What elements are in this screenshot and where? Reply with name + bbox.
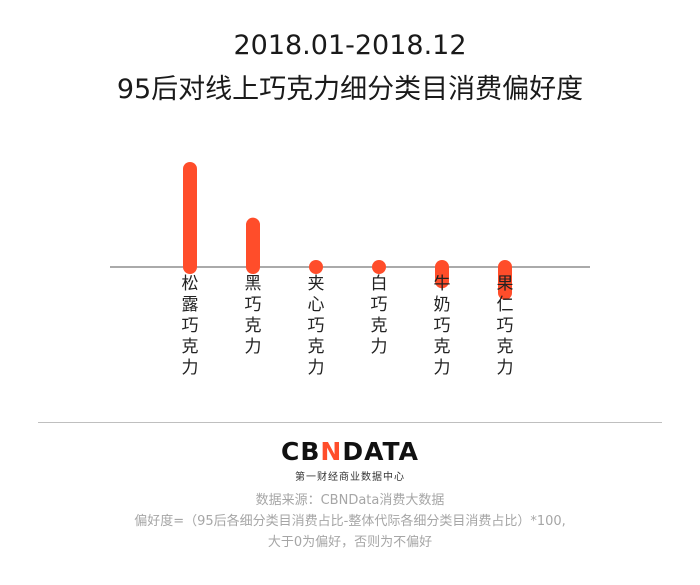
category-label-0-char-1: 露	[182, 295, 199, 315]
category-label-4-char-4: 力	[434, 358, 451, 378]
bar-4	[435, 260, 449, 289]
category-label-1-char-0: 黑	[245, 274, 262, 294]
category-label-2-char-0: 夹	[308, 274, 325, 294]
category-label-0-char-3: 克	[182, 337, 199, 357]
category-label-2-char-4: 力	[308, 358, 325, 378]
bar-1	[246, 217, 260, 274]
category-label-2-char-3: 克	[308, 337, 325, 357]
category-label-4-char-3: 克	[434, 337, 451, 357]
logo-text-cb: CB	[281, 437, 321, 466]
category-label-2-char-2: 巧	[308, 316, 325, 336]
category-label-1-char-3: 力	[245, 337, 262, 357]
category-label-3-char-2: 克	[371, 316, 388, 336]
chart-title-line2: 95后对线上巧克力细分类目消费偏好度	[116, 74, 584, 105]
category-label-1-char-1: 巧	[245, 295, 262, 315]
bar-5	[498, 260, 512, 300]
category-label-3-char-1: 巧	[371, 295, 388, 315]
category-label-0-char-2: 巧	[182, 316, 199, 336]
category-label-1-char-2: 克	[245, 316, 262, 336]
bar-2	[309, 260, 323, 274]
category-label-3-char-3: 力	[371, 337, 388, 357]
bar-0	[183, 162, 197, 274]
category-label-4-char-2: 巧	[434, 316, 451, 336]
category-label-5-char-2: 巧	[497, 316, 514, 336]
category-label-5-char-4: 力	[497, 358, 514, 378]
logo-text-data: DATA	[342, 437, 419, 466]
cbndata-logo: CBNDATA	[0, 437, 700, 466]
explanation-note: 大于0为偏好，否则为不偏好	[267, 535, 433, 550]
category-label-2-char-1: 心	[308, 295, 325, 315]
bar-3	[372, 260, 386, 274]
category-label-0-char-4: 力	[182, 358, 199, 378]
divider	[38, 422, 662, 423]
category-label-5-char-3: 克	[497, 337, 514, 357]
category-label-5-char-1: 仁	[497, 295, 514, 315]
category-label-4-char-0: 牛	[434, 274, 451, 294]
logo-subtitle: 第一财经商业数据中心	[295, 472, 405, 483]
category-label-4-char-1: 奶	[434, 295, 451, 315]
formula-note: 偏好度=（95后各细分类目消费占比-整体代际各细分类目消费占比）*100,	[134, 514, 566, 529]
logo-mark: N	[320, 437, 343, 466]
category-label-3-char-0: 白	[371, 274, 388, 294]
category-label-0-char-0: 松	[182, 274, 199, 294]
chart-title-line1: 2018.01-2018.12	[233, 30, 467, 61]
category-label-5-char-0: 果	[497, 274, 514, 294]
source-note: 数据来源：CBNData消费大数据	[255, 493, 445, 508]
